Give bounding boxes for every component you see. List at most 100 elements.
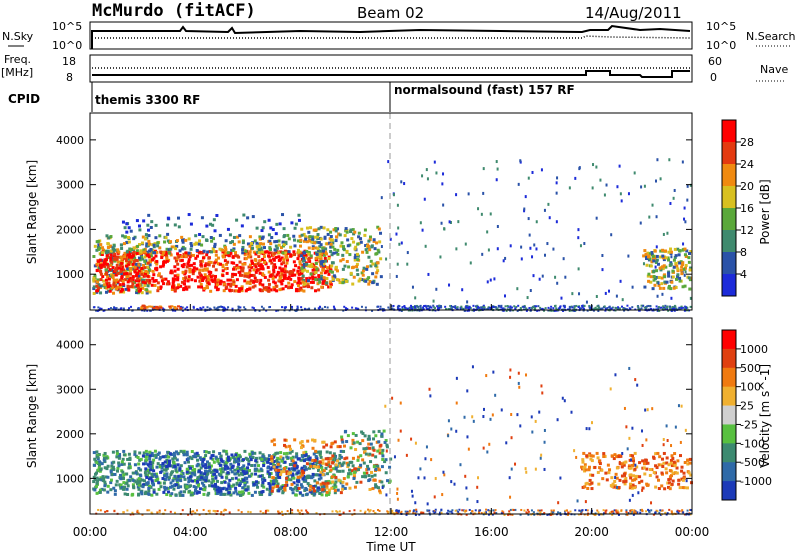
echo-cell: [212, 264, 216, 268]
echo-cell: [104, 251, 108, 255]
echo-cell: [570, 410, 573, 414]
echo-cell: [187, 513, 190, 516]
echo-cell: [673, 188, 676, 192]
echo-cell: [123, 492, 127, 496]
echo-cell: [505, 309, 508, 312]
echo-cell: [314, 240, 318, 244]
echo-cell: [354, 448, 358, 452]
echo-cell: [314, 256, 318, 260]
echo-cell: [233, 457, 237, 461]
echo-cell: [119, 486, 123, 490]
echo-cell: [198, 478, 202, 482]
echo-cell: [260, 477, 264, 481]
echo-cell: [248, 263, 252, 267]
echo-cell: [155, 259, 159, 263]
echo-cell: [302, 262, 306, 266]
echo-cell: [311, 446, 315, 450]
echo-cell: [331, 241, 335, 245]
echo-cell: [126, 275, 130, 279]
echo-cell: [439, 255, 442, 259]
echo-cell: [180, 255, 184, 259]
echo-cell: [325, 463, 329, 467]
echo-cell: [375, 271, 379, 275]
echo-cell: [226, 227, 230, 231]
echo-cell: [466, 304, 469, 307]
echo-cell: [353, 230, 357, 234]
echo-cell: [685, 486, 689, 490]
echo-cell: [455, 376, 458, 380]
echo-cell: [646, 251, 650, 255]
echo-cell: [604, 309, 607, 312]
echo-cell: [573, 307, 576, 310]
echo-cell: [157, 487, 161, 491]
echo-cell: [304, 450, 308, 454]
echo-cell: [262, 464, 266, 468]
echo-cell: [243, 467, 247, 471]
echo-cell: [323, 488, 327, 492]
colorbar-tick-label: 28: [740, 136, 754, 149]
echo-cell: [534, 419, 537, 423]
echo-cell: [281, 278, 285, 282]
echo-cell: [672, 307, 675, 310]
echo-cell: [302, 266, 306, 270]
echo-cell: [106, 464, 110, 468]
echo-cell: [203, 273, 207, 277]
echo-cell: [321, 246, 325, 250]
echo-cell: [652, 456, 656, 460]
echo-cell: [508, 476, 511, 480]
echo-cell: [414, 512, 417, 515]
echo-cell: [361, 431, 365, 435]
echo-cell: [141, 286, 145, 290]
echo-cell: [460, 306, 463, 309]
echo-cell: [293, 244, 297, 248]
echo-cell: [214, 258, 218, 262]
echo-cell: [649, 275, 653, 279]
echo-cell: [318, 305, 321, 308]
echo-cell: [477, 207, 480, 211]
echo-cell: [287, 251, 291, 255]
echo-cell: [219, 470, 223, 474]
echo-cell: [251, 285, 255, 289]
echo-cell: [376, 466, 380, 470]
echo-cell: [96, 479, 100, 483]
echo-cell: [288, 447, 292, 451]
echo-cell: [117, 250, 121, 254]
echo-cell: [682, 511, 685, 514]
echo-cell: [318, 245, 322, 249]
echo-cell: [201, 464, 205, 468]
echo-cell: [112, 308, 115, 311]
echo-cell: [278, 476, 282, 480]
echo-cell: [316, 249, 320, 253]
echo-cell: [249, 255, 253, 259]
echo-cell: [262, 246, 266, 250]
echo-cell: [469, 307, 472, 310]
echo-cell: [206, 250, 210, 254]
echo-cell: [213, 306, 216, 309]
echo-cell: [364, 306, 367, 309]
echo-cell: [302, 464, 306, 468]
echo-cell: [244, 308, 247, 311]
echo-cell: [336, 469, 340, 473]
echo-cell: [237, 457, 241, 461]
echo-cell: [112, 283, 116, 287]
echo-cell: [105, 284, 109, 288]
echo-cell: [214, 455, 218, 459]
echo-cell: [204, 450, 208, 454]
echo-cell: [609, 307, 612, 310]
echo-cell: [379, 231, 383, 235]
echo-cell: [391, 307, 394, 310]
echo-cell: [372, 437, 376, 441]
echo-cell: [210, 239, 214, 243]
echo-cell: [342, 477, 346, 481]
echo-cell: [628, 307, 631, 310]
echo-cell: [256, 250, 260, 254]
echo-cell: [169, 253, 173, 257]
echo-cell: [533, 243, 536, 247]
echo-cell: [306, 282, 310, 286]
echo-cell: [428, 387, 431, 391]
echo-cell: [285, 258, 289, 262]
echo-cell: [335, 251, 339, 255]
echo-cell: [93, 463, 97, 467]
echo-cell: [219, 305, 222, 308]
echo-cell: [244, 477, 248, 481]
